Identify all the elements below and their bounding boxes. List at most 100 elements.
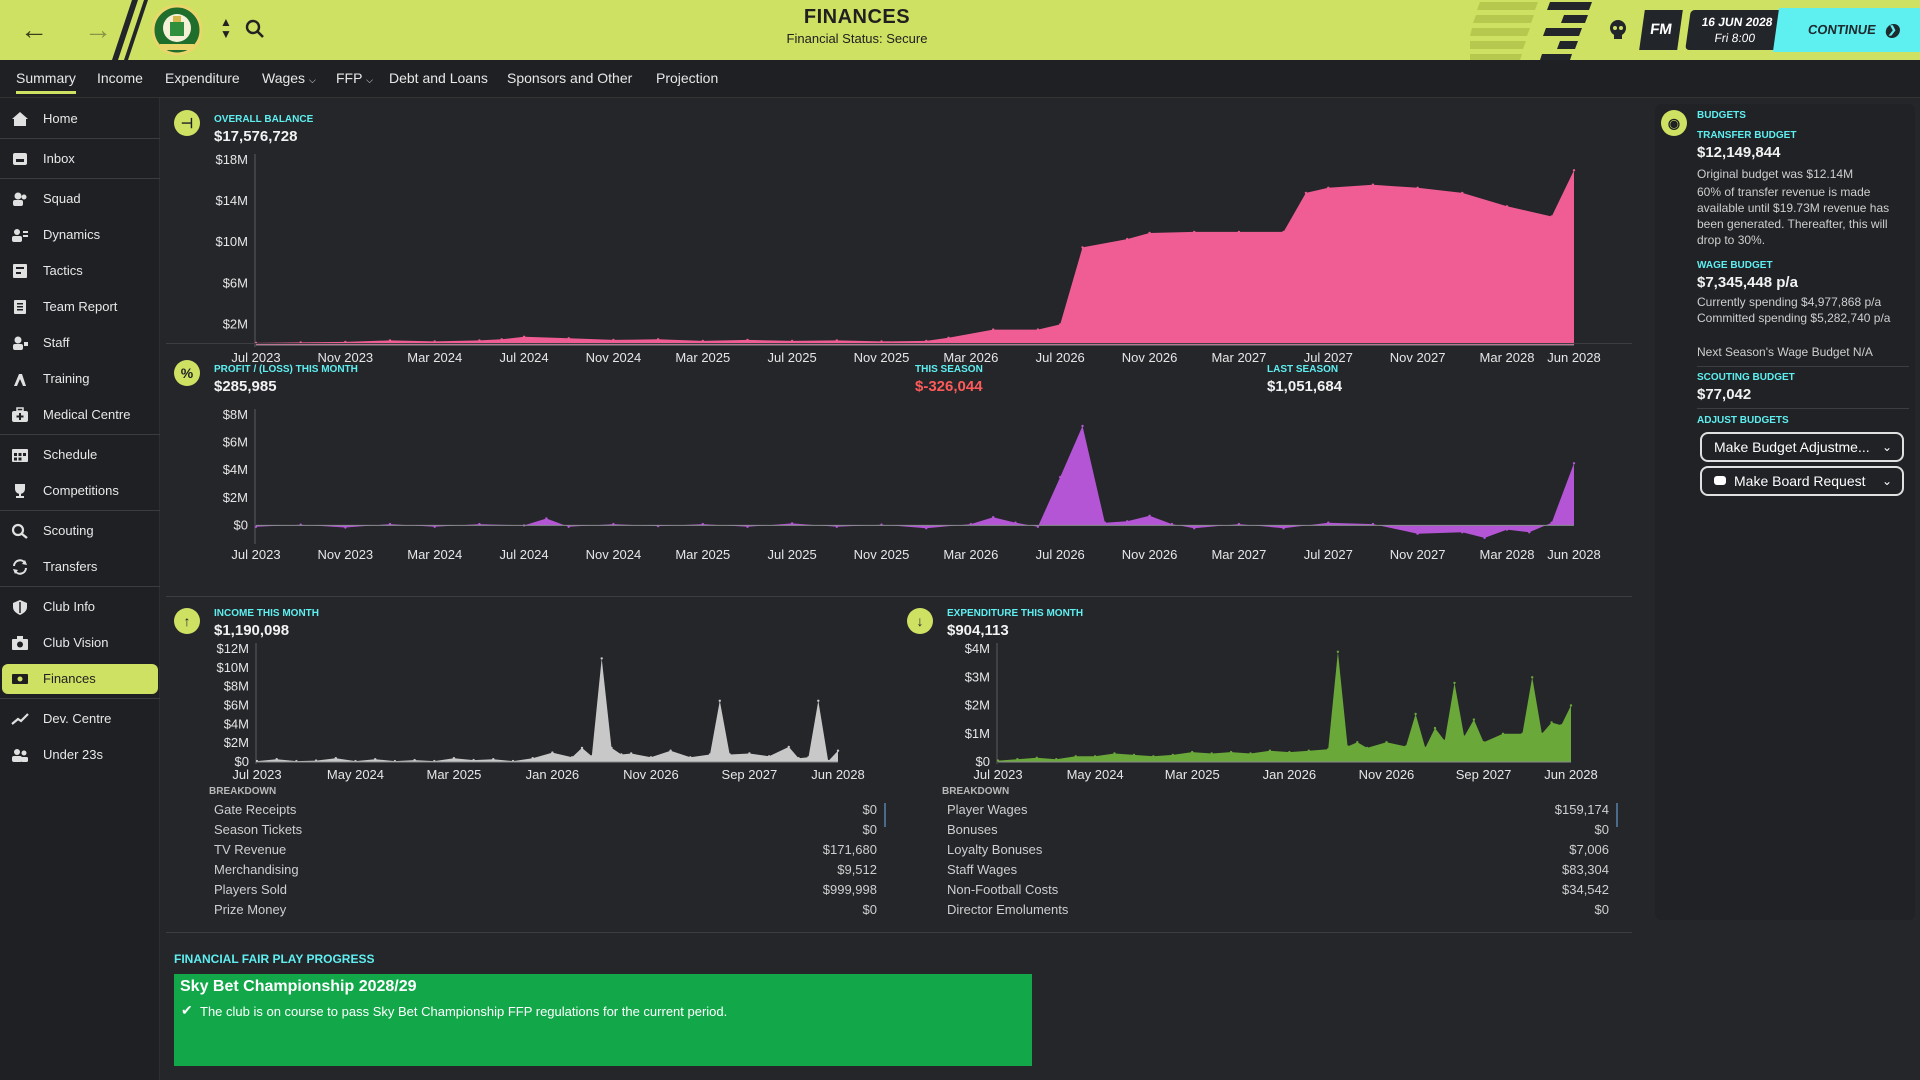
profit-this-month-label: PROFIT / (LOSS) THIS MONTH [214,364,358,375]
tab-expenditure[interactable]: Expenditure [165,70,240,86]
arrow-up-icon: ↑ [174,608,200,634]
tab-debt-and-loans[interactable]: Debt and Loans [389,70,488,86]
data-point [767,755,771,758]
sidebar-item-finances[interactable]: Finances [2,664,158,694]
data-point [1414,712,1417,716]
profit-loss-chart[interactable]: $0 $2M $4M $6M $8M Jul 2023 Nov 2023 Mar 2024 Ju… [166,400,1632,575]
tab-label: Projection [656,70,719,86]
breakdown-value: $159,174 [1554,802,1609,817]
sidebar-item-club-info[interactable]: Club Info [2,592,158,622]
breakdown-value: $83,304 [1562,862,1609,877]
sidebar-item-medical-centre[interactable]: Medical Centre [2,400,158,430]
sidebar-item-club-vision[interactable]: Club Vision [2,628,158,658]
fm-menu-button[interactable]: FM [1639,10,1683,50]
tab-projection[interactable]: Projection [656,70,718,86]
home-icon [12,112,28,126]
ffp-status-card[interactable]: Sky Bet Championship 2028/29 ✔ The club … [174,974,1032,1066]
x-tick-label: Mar 2025 [675,350,730,365]
data-point [1385,741,1388,744]
last-season-value: $1,051,684 [1267,378,1343,395]
continue-button[interactable]: CONTINUE ❯ [1772,8,1920,52]
data-point [612,338,615,342]
expenditure-breakdown-list[interactable]: Player Wages $159,174 Bonuses $0 Loyalty B… [947,800,1609,920]
data-point [388,522,392,526]
data-point [1282,230,1285,234]
sidebar-item-training[interactable]: Training [2,364,158,394]
section-divider [166,596,1632,597]
board-request-dropdown[interactable]: Make Board Request ⌄ [1700,466,1904,496]
income-breakdown-list[interactable]: Gate Receipts $0 Season Tickets $0 TV Reve… [214,800,877,920]
sidebar-item-schedule[interactable]: Schedule [2,440,158,470]
tab-income[interactable]: Income [97,70,143,86]
data-point [580,746,584,750]
sidebar-item-competitions[interactable]: Competitions [2,476,158,506]
income-breakdown-scrollbar[interactable] [884,803,886,827]
budget-adjustment-dropdown[interactable]: Make Budget Adjustme... ⌄ [1700,432,1904,462]
sidebar-item-inbox[interactable]: Inbox [2,144,158,174]
data-point [1126,237,1129,241]
sidebar-item-team-report[interactable]: Team Report [2,292,158,322]
calendar-icon [12,449,28,462]
forward-arrow-icon[interactable]: → [84,14,112,45]
crest-up-down-icon[interactable]: ▲ ▼ [220,15,232,41]
x-tick-label: Jun 2028 [1547,547,1601,562]
data-point [656,338,660,341]
tab-label: Summary [16,70,76,86]
sidebar-item-label: Finances [43,671,96,686]
achievements-icon[interactable] [1606,18,1630,42]
tab-ffp[interactable]: FFP ⌵ [336,70,373,86]
expenditure-breakdown-scrollbar[interactable] [1616,803,1618,827]
expenditure-chart[interactable]: $0 $1M $2M $3M $4M Jul 2023 May 2024 Mar 2025 Ja… [899,640,1632,795]
sidebar-item-dev-centre[interactable]: Dev. Centre [2,704,158,734]
sidebar-item-label: Club Info [43,599,96,614]
income-chart[interactable]: $0 $2M $4M $6M $8M $10M $12M Jul 2023 May 2024 Ma… [166,640,896,795]
overall-balance-chart[interactable]: $2M $6M $10M $14M $18M Jul 2023 Nov 2023 Mar 20… [166,144,1632,429]
tab-wages[interactable]: Wages ⌵ [262,70,316,86]
arrow-down-icon: ↓ [907,608,933,634]
scouting-budget-label: SCOUTING BUDGET [1697,372,1795,383]
sidebar-divider [0,434,160,435]
tab-label: Sponsors and Other [507,70,633,86]
data-point [334,757,337,760]
sidebar-item-dynamics[interactable]: Dynamics [2,220,158,250]
section-divider [166,343,1632,344]
sidebar-item-transfers[interactable]: Transfers [2,552,158,582]
sidebar-item-home[interactable]: Home [2,104,158,134]
x-tick-label: Jul 2027 [1304,547,1353,562]
x-tick-label: Jul 2025 [768,350,817,365]
tab-sponsors-and-other[interactable]: Sponsors and Other [507,70,632,86]
sidebar-item-under-23s[interactable]: Under 23s [2,740,158,770]
panel-divider [1697,366,1909,367]
list-item: Staff Wages $83,304 [947,860,1609,880]
sidebar-item-staff[interactable]: Staff [2,328,158,358]
data-point [1282,527,1285,530]
this-season-label: THIS SEASON [915,364,983,375]
data-point [1356,741,1359,744]
shield-icon [13,600,27,615]
breakdown-label: Non-Football Costs [947,882,1059,897]
sidebar-item-squad[interactable]: Squad [2,184,158,214]
income-this-month-value: $1,190,098 [214,622,290,639]
search-icon[interactable] [244,18,266,40]
tab-summary[interactable]: Summary [16,70,76,94]
data-point [413,758,416,762]
data-point [1237,230,1241,234]
sidebar-item-scouting[interactable]: Scouting [2,516,158,546]
sidebar-item-tactics[interactable]: Tactics [2,256,158,286]
sidebar-item-label: Competitions [43,483,119,498]
data-point [1288,750,1291,754]
breakdown-label: Bonuses [947,822,998,837]
x-tick-label: Mar 2025 [675,547,730,562]
transfer-budget-note: 60% of transfer revenue is made availabl… [1697,185,1890,247]
squad-icon [13,192,27,206]
ffp-message: The club is on course to pass Sky Bet Ch… [200,1004,728,1019]
club-crest-logo[interactable] [150,4,204,56]
chevron-down-icon: ⌵ [366,75,373,85]
stripe-decoration [1470,2,1592,60]
data-point [1193,527,1196,530]
data-point [254,525,258,528]
transfer-budget-label: TRANSFER BUDGET [1697,130,1797,141]
data-point [1433,726,1437,730]
data-point [790,339,794,343]
back-arrow-icon[interactable]: ← [20,14,48,45]
